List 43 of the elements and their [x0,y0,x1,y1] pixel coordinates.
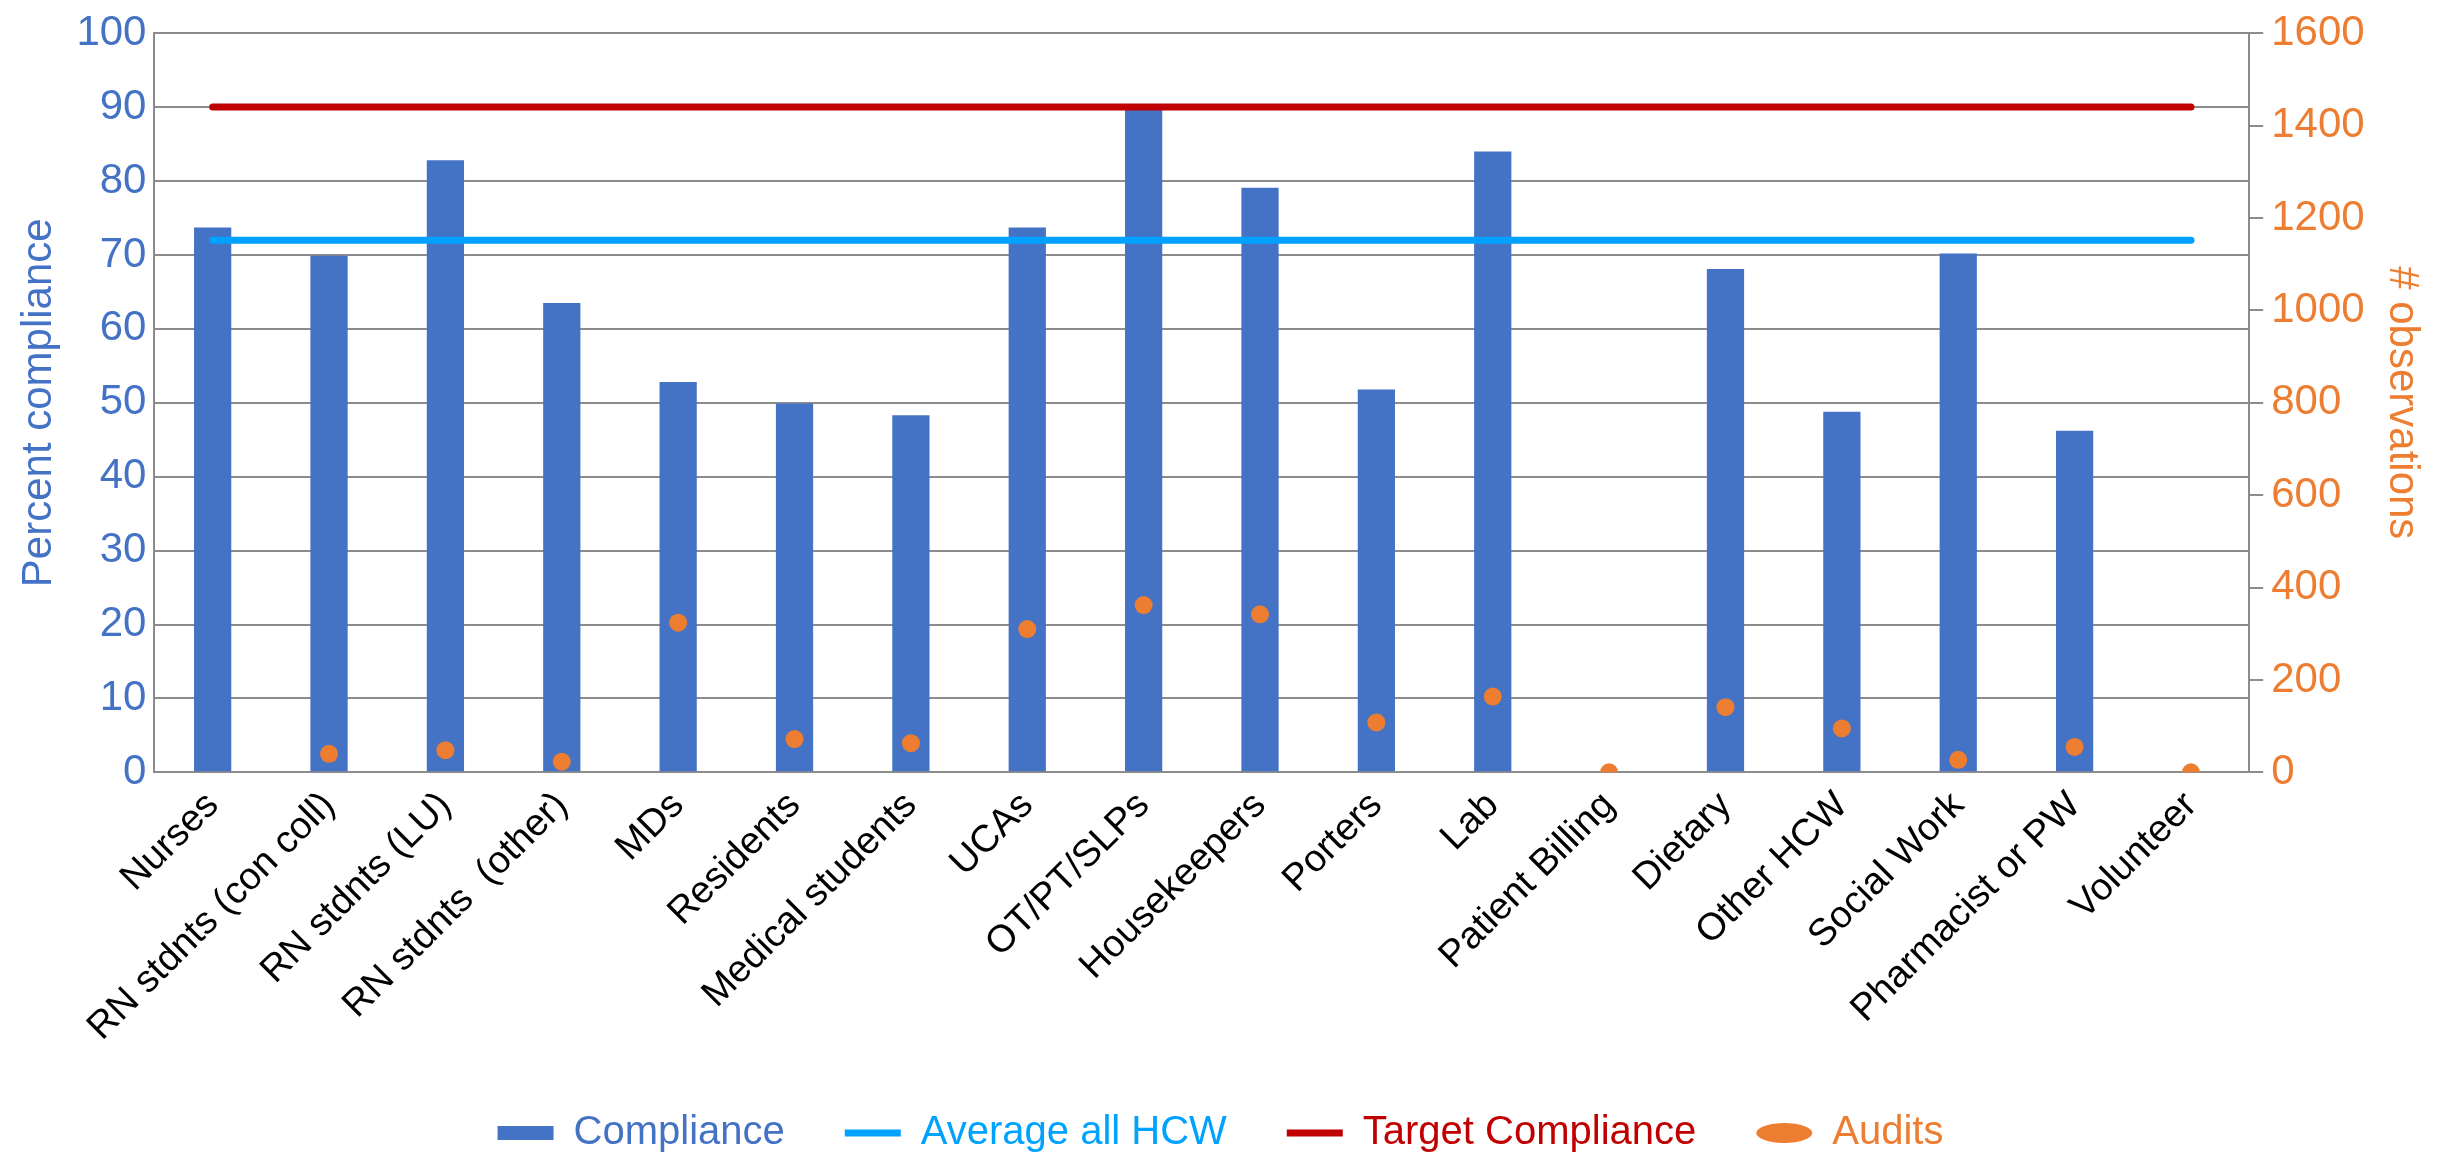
y-tick-label: 100 [76,6,147,54]
y-tick-label: 20 [99,598,147,646]
y2-tick-label: 200 [2271,653,2342,701]
y2-tick-label: 1600 [2271,6,2365,54]
legend-label: Compliance [573,1108,785,1153]
bar [1939,253,1977,772]
legend-label: Average all HCW [920,1108,1228,1153]
y-tick-label: 70 [99,228,147,276]
y2-tick-label: 0 [2271,745,2295,793]
bar [2055,430,2094,772]
y-tick-label: 90 [99,80,147,128]
y2-tick-label: 600 [2271,468,2342,516]
bar [1008,227,1046,772]
bar [426,160,465,772]
bar [1357,389,1395,772]
legend-label: Audits [1832,1108,1944,1153]
y-tick-label: 60 [99,302,147,350]
bar [310,255,348,772]
bar [1706,268,1745,772]
y2-tick-label: 1200 [2271,191,2365,239]
bar [659,382,697,772]
y-tick-label: 10 [99,671,147,719]
legend-label: Target Compliance [1362,1108,1697,1153]
bar [1474,151,1512,772]
y2-axis-title: # observations [2381,266,2429,540]
y2-tick-label: 800 [2271,376,2342,424]
bar [1241,187,1279,772]
bar [1125,110,1163,772]
bar [543,302,581,772]
y-tick-label: 30 [99,524,147,572]
y-tick-label: 0 [123,745,147,793]
y-tick-label: 40 [99,450,147,498]
bar [1823,411,1861,772]
y2-tick-label: 1000 [2271,283,2365,331]
x-tick-label: Lab [1431,782,1506,858]
y-tick-label: 80 [99,154,147,202]
y-axis-title: Percent compliance [12,218,60,588]
bar [775,403,814,772]
y2-tick-label: 400 [2271,561,2342,609]
y2-tick-label: 1400 [2271,99,2365,147]
bar [194,227,232,772]
y-tick-label: 50 [99,376,147,424]
bar [892,415,930,772]
